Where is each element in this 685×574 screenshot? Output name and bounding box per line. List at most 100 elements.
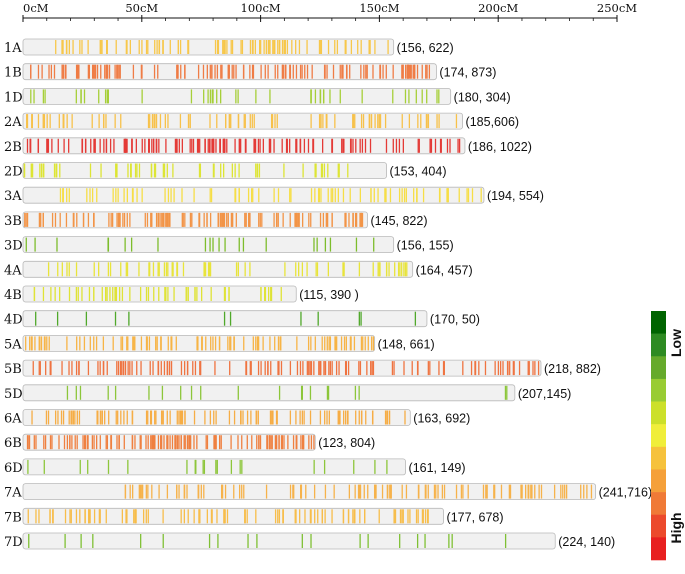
chromosome-row-1b: 1B (174, 873) xyxy=(4,63,496,81)
chromosome-row-4a: 4A (164, 457) xyxy=(4,260,473,278)
cm-axis: 0cM 50cM 100cM 150cM 200cM 250cM xyxy=(22,1,637,22)
chromosome-bar xyxy=(22,483,597,501)
chromosome-row-3d: 3D (156, 155) xyxy=(4,236,454,254)
legend-swatch xyxy=(651,333,666,357)
chromosome-label: 2A xyxy=(4,115,22,130)
chromosome-row-7a: 7A (241,716) xyxy=(4,483,653,501)
chromosome-bar xyxy=(22,38,395,56)
chromosome-row-5b: 5B (218, 882) xyxy=(4,359,601,377)
chromosome-label: 7A xyxy=(4,486,22,501)
chromosome-annotation: (156, 622) xyxy=(397,41,454,55)
chromosome-annotation: (207,145) xyxy=(518,387,572,401)
chromosome-row-4d: 4D (170, 50) xyxy=(4,310,480,328)
chromosome-bar xyxy=(22,186,485,204)
chromosome-row-2b: 2B (186, 1022) xyxy=(4,137,532,155)
chromosome-bar xyxy=(22,334,376,352)
chromosome-bar xyxy=(22,260,414,278)
chromosome-annotation: (224, 140) xyxy=(558,535,615,549)
chromosome-annotation: (153, 404) xyxy=(390,165,447,179)
chromosome-row-5d: 5D (207,145) xyxy=(4,384,572,402)
chromosome-annotation: (161, 149) xyxy=(409,461,466,475)
chromosome-row-2d: 2D (153, 404) xyxy=(4,162,447,180)
legend-swatch xyxy=(651,311,666,334)
chromosome-label: 6A xyxy=(4,412,22,427)
chromosome-label: 2D xyxy=(4,165,23,180)
chromosome-list: 1A (156, 622) 1B (174, 873) 1D (180, 304) 2A (1… xyxy=(4,38,653,550)
chromosome-label: 2B xyxy=(4,140,22,155)
chromosome-row-7d: 7D (224, 140) xyxy=(4,532,615,550)
chromosome-label: 5B xyxy=(4,362,22,377)
color-legend: Low High xyxy=(651,311,684,561)
chromosome-label: 1B xyxy=(4,66,22,81)
chromosome-bar xyxy=(22,236,395,254)
chromosome-bar xyxy=(22,162,387,179)
chromosome-label: 7B xyxy=(4,510,22,525)
chromosome-row-4b: 4B (115, 390 ) xyxy=(4,285,359,303)
chromosome-annotation: (177, 678) xyxy=(447,510,504,524)
legend-swatch xyxy=(651,492,666,516)
chromosome-annotation: (218, 882) xyxy=(544,362,601,376)
chromosome-label: 4A xyxy=(4,263,22,278)
chromosome-annotation: (194, 554) xyxy=(487,189,544,203)
chromosome-label: 4D xyxy=(4,313,23,328)
chromosome-row-6a: 6A (163, 692) xyxy=(4,409,470,427)
legend-swatch xyxy=(651,356,666,380)
chromosome-label: 3D xyxy=(4,239,23,254)
legend-swatch xyxy=(651,378,666,402)
chromosome-label: 1A xyxy=(4,41,22,56)
chromosome-annotation: (186, 1022) xyxy=(468,140,532,154)
legend-swatch xyxy=(651,401,666,425)
axis-tick-label: 50cM xyxy=(125,1,158,15)
chromosome-bar xyxy=(22,137,466,155)
chromosome-bar xyxy=(22,458,406,476)
legend-swatch xyxy=(651,469,666,493)
chromosome-annotation: (180, 304) xyxy=(454,90,511,104)
chromosome-row-3b: 3B (145, 822) xyxy=(4,211,428,229)
chromosome-label: 3B xyxy=(4,214,22,229)
chromosome-annotation: (145, 822) xyxy=(371,214,428,228)
legend-swatch xyxy=(651,424,666,448)
chromosome-annotation: (123, 804) xyxy=(318,436,375,450)
chromosome-annotation: (170, 50) xyxy=(430,313,480,327)
legend-high-label: High xyxy=(668,512,684,543)
chromosome-label: 5D xyxy=(4,387,23,402)
chromosome-row-3a: 3A (194, 554) xyxy=(4,186,544,204)
axis-tick-label: 100cM xyxy=(241,1,281,15)
chromosome-label: 7D xyxy=(4,535,23,550)
chromosome-row-1a: 1A (156, 622) xyxy=(4,38,454,56)
chromosome-label: 4B xyxy=(4,288,22,303)
legend-swatch xyxy=(651,446,666,470)
chromosome-annotation: (174, 873) xyxy=(439,66,496,80)
chromosome-label: 5A xyxy=(4,337,22,352)
chromosome-bar xyxy=(22,507,444,525)
chromosome-bar xyxy=(22,112,463,130)
chromosome-row-6b: 6B (123, 804) xyxy=(4,433,375,451)
chromosome-annotation: (185,606) xyxy=(466,115,520,129)
chromosome-annotation: (148, 661) xyxy=(378,337,435,351)
chromosome-annotation: (115, 390 ) xyxy=(299,288,359,302)
chromosome-label: 3A xyxy=(4,189,22,204)
chromosome-annotation: (241,716) xyxy=(599,486,653,500)
chromosome-annotation: (163, 692) xyxy=(413,412,470,426)
chromosome-bar xyxy=(22,211,368,229)
chromosome-bar xyxy=(22,88,452,105)
axis-tick-label: 200cM xyxy=(478,1,518,15)
chromosome-bar xyxy=(22,532,556,550)
legend-low-label: Low xyxy=(668,329,684,357)
chromosome-label: 6B xyxy=(4,436,22,451)
chromosome-label: 6D xyxy=(4,461,23,476)
legend-swatch xyxy=(651,537,666,561)
chromosome-annotation: (164, 457) xyxy=(416,263,473,277)
axis-tick-label: 250cM xyxy=(597,1,637,15)
axis-tick-label: 0cM xyxy=(23,1,49,15)
chromosome-row-1d: 1D (180, 304) xyxy=(4,88,511,105)
chromosome-bar xyxy=(22,384,516,402)
chromosome-label: 1D xyxy=(4,90,23,105)
chromosome-row-7b: 7B (177, 678) xyxy=(4,507,504,525)
chromosome-row-2a: 2A (185,606) xyxy=(4,112,520,130)
chromosome-row-6d: 6D (161, 149) xyxy=(4,458,466,476)
chromosome-annotation: (156, 155) xyxy=(397,239,454,253)
axis-tick-label: 150cM xyxy=(359,1,399,15)
chromosome-row-5a: 5A (148, 661) xyxy=(4,334,435,352)
